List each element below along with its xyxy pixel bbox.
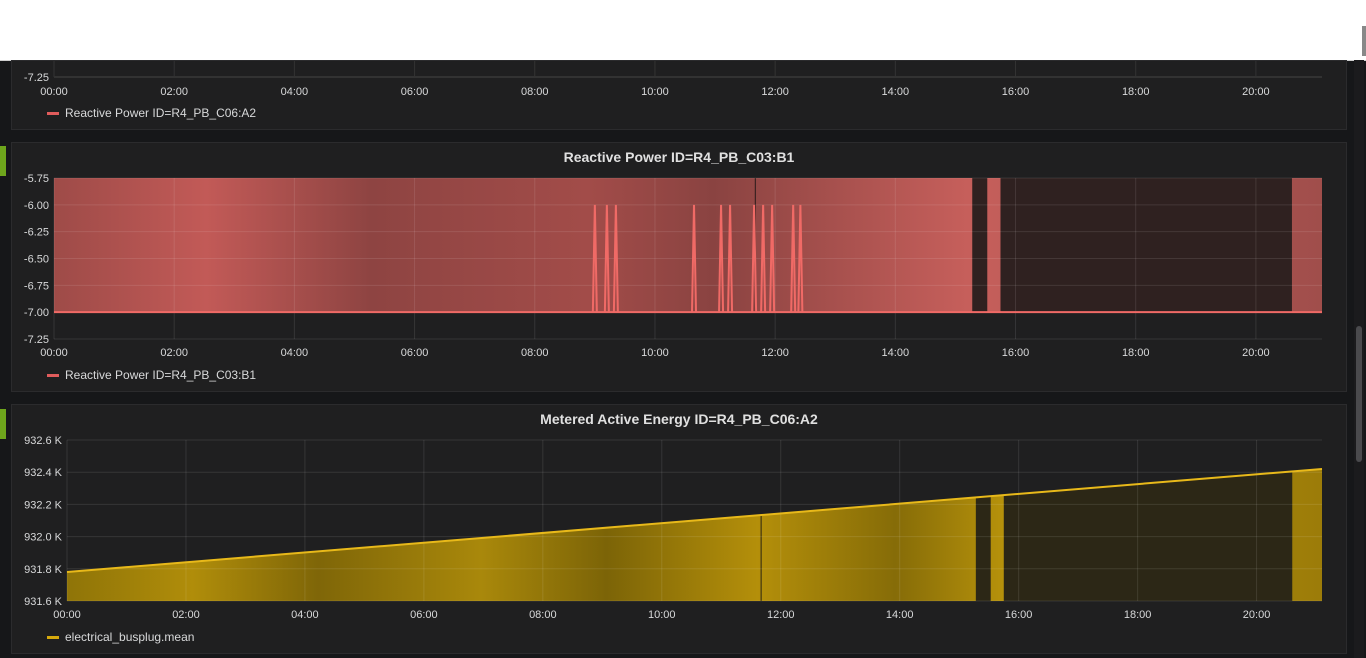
legend-item[interactable]: Reactive Power ID=R4_PB_C06:A2 [47,106,256,120]
legend-label: Reactive Power ID=R4_PB_C06:A2 [65,106,257,120]
x-tick-label: 16:00 [1005,609,1033,621]
x-tick-label: 08:00 [521,347,549,359]
x-tick-label: 12:00 [761,347,789,359]
x-tick-label: 04:00 [281,347,309,359]
x-tick-label: 20:00 [1243,609,1271,621]
legend-swatch [47,373,59,377]
x-tick-label: 00:00 [40,347,68,359]
browser-top-bar [0,0,1366,61]
x-tick-label: 12:00 [761,86,789,98]
series-spike [691,204,698,313]
series-spike [718,204,725,313]
x-tick-label: 02:00 [172,609,200,621]
x-tick-label: 08:00 [521,86,549,98]
legend-item[interactable]: electrical_busplug.mean [47,630,194,644]
x-tick-label: 18:00 [1122,86,1150,98]
x-tick-label: 14:00 [882,347,910,359]
series-spike [591,204,598,313]
x-tick-label: 00:00 [40,86,68,98]
x-tick-label: 10:00 [641,86,669,98]
scrollbar-thumb[interactable] [1356,326,1362,462]
x-tick-label: 20:00 [1242,347,1270,359]
y-tick-label: 932.0 K [24,532,63,544]
legend-swatch [47,635,59,639]
y-tick-label: 931.6 K [24,596,63,608]
x-tick-label: 16:00 [1002,86,1030,98]
chart-energy: 932.6 K 932.4 K 932.2 K 932.0 K 931.8 K 931.6… [24,435,1323,621]
x-tick-label: 04:00 [281,86,309,98]
x-tick-label: 10:00 [641,347,669,359]
data-gap [1003,471,1293,601]
page-scrollbar[interactable] [1354,60,1364,658]
data-gap [972,178,988,313]
legend-label: Reactive Power ID=R4_PB_C03:B1 [65,368,257,382]
y-tick-label: 932.6 K [24,435,63,447]
panel-title[interactable]: Reactive Power ID=R4_PB_C03:B1 [563,149,795,165]
chart-b1: -5.75 -6.00 -6.25 -6.50 -6.75 -7.00 -7.2500:00… [24,173,1322,359]
y-tick-label: -6.50 [24,254,49,266]
series-spike [751,204,758,313]
x-tick-label: 06:00 [401,86,429,98]
reactive-power-a2-panel[interactable]: -7.25 00:00 02:00 04:00 06:00 08:00 10:00 12:00… [11,60,1347,130]
series-spike [797,204,804,313]
y-tick-label: 931.8 K [24,564,63,576]
y-tick-label: -5.75 [24,173,49,185]
legend-swatch [47,111,59,115]
data-gap [1000,178,1292,313]
x-tick-label: 02:00 [160,347,188,359]
x-tick-label: 14:00 [886,609,914,621]
x-tick-label: 16:00 [1002,347,1030,359]
x-tick-label: 08:00 [529,609,557,621]
legend-item[interactable]: Reactive Power ID=R4_PB_C03:B1 [47,368,256,382]
y-tick-label: 932.4 K [24,467,63,479]
row-collapse-marker[interactable] [0,409,6,439]
row-collapse-marker[interactable] [0,146,6,176]
y-tick-label: -6.00 [24,200,49,212]
reactive-power-b1-panel[interactable]: Reactive Power ID=R4_PB_C03:B1 -5.75 -6.0… [11,142,1347,392]
series-spike [790,204,797,313]
series-spike [603,204,610,313]
x-tick-label: 06:00 [401,347,429,359]
chart-a2: -7.25 00:00 02:00 04:00 06:00 08:00 10:00 12:00… [24,61,1322,98]
panel-title[interactable]: Metered Active Energy ID=R4_PB_C06:A2 [540,411,818,427]
x-tick-label: 18:00 [1124,609,1152,621]
series-spike [760,204,767,313]
series-spike [612,204,619,313]
y-tick-label: 932.2 K [24,499,63,511]
x-tick-label: 06:00 [410,609,438,621]
x-tick-label: 10:00 [648,609,676,621]
y-tick-label: -6.25 [24,227,49,239]
series-spike [769,204,776,313]
metered-energy-panel[interactable]: Metered Active Energy ID=R4_PB_C06:A2 93… [11,404,1347,654]
x-tick-label: 02:00 [160,86,188,98]
x-tick-label: 00:00 [53,609,81,621]
y-tick-label: -7.25 [24,72,49,84]
y-tick-label: -6.75 [24,280,49,292]
y-tick-label: -7.25 [24,334,49,346]
window-edge [1362,26,1366,56]
x-tick-label: 14:00 [882,86,910,98]
legend-label: electrical_busplug.mean [65,630,195,644]
y-tick-label: -7.00 [24,307,49,319]
series-spike [727,204,734,313]
x-tick-label: 04:00 [291,609,319,621]
x-tick-label: 20:00 [1242,86,1270,98]
series-line [66,467,1323,574]
x-tick-label: 12:00 [767,609,795,621]
data-gap [975,496,991,601]
x-tick-label: 18:00 [1122,347,1150,359]
